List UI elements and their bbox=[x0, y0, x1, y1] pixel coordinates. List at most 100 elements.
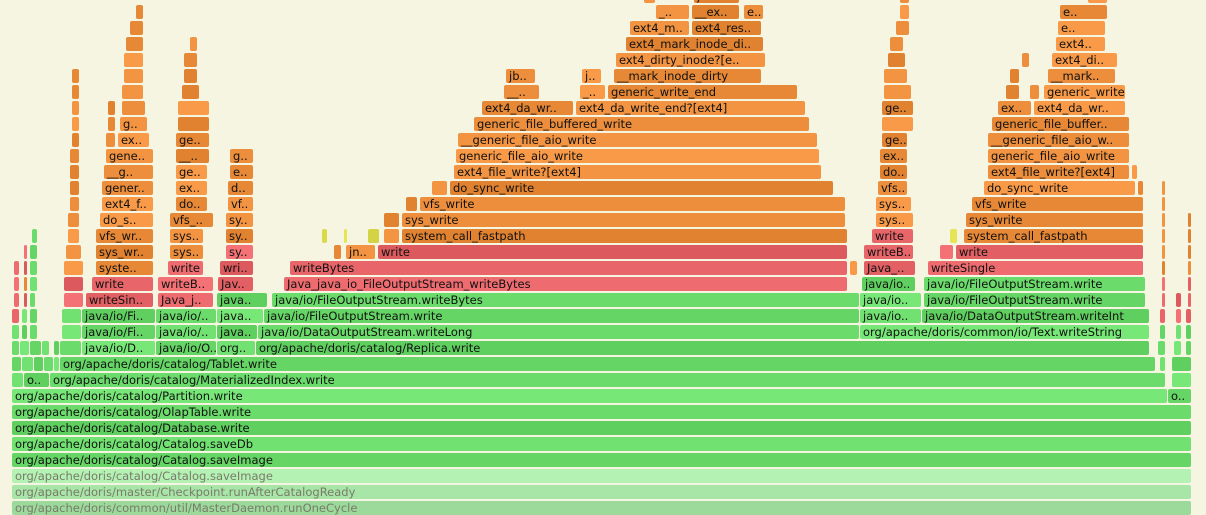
flame-frame[interactable] bbox=[178, 117, 209, 131]
flame-frame[interactable] bbox=[896, 21, 909, 35]
flame-frame[interactable]: vfs_write bbox=[420, 197, 845, 211]
flame-frame[interactable] bbox=[344, 229, 347, 243]
flame-frame[interactable] bbox=[1132, 165, 1137, 179]
flame-frame[interactable] bbox=[34, 357, 43, 371]
flame-frame[interactable] bbox=[884, 85, 911, 99]
flame-frame[interactable]: _.. bbox=[580, 85, 605, 99]
flame-frame[interactable]: org/apache/doris/catalog/Tablet.write bbox=[60, 357, 1155, 371]
flame-frame[interactable] bbox=[850, 261, 857, 275]
flame-frame[interactable]: write bbox=[872, 229, 913, 243]
flame-frame[interactable] bbox=[184, 69, 197, 83]
flame-frame[interactable] bbox=[1188, 245, 1191, 259]
flame-frame[interactable] bbox=[1176, 309, 1181, 323]
flame-frame[interactable] bbox=[14, 261, 19, 275]
flame-frame[interactable]: vf.. bbox=[228, 197, 253, 211]
flame-frame[interactable] bbox=[54, 357, 59, 371]
flame-frame[interactable] bbox=[12, 357, 21, 371]
flame-frame[interactable] bbox=[1186, 309, 1191, 323]
flame-frame[interactable]: write bbox=[168, 261, 203, 275]
flame-frame[interactable] bbox=[1188, 213, 1191, 227]
flame-frame[interactable]: org/apache/doris/catalog/Replica.write bbox=[256, 341, 1149, 355]
flame-frame[interactable]: java/io/.. bbox=[156, 325, 216, 339]
flame-frame[interactable] bbox=[190, 37, 197, 51]
flame-frame[interactable]: ext4_da_write_end?[ext4] bbox=[576, 101, 805, 115]
flame-frame[interactable] bbox=[1172, 357, 1191, 371]
flame-frame[interactable]: java/io/FileOutputStream.write bbox=[924, 293, 1145, 307]
flame-frame[interactable]: org/apache/doris/catalog/MaterializedInd… bbox=[50, 373, 1165, 387]
flame-frame[interactable]: sys_write bbox=[966, 213, 1143, 227]
flame-frame[interactable]: writeB.. bbox=[864, 245, 913, 259]
flame-frame[interactable] bbox=[24, 277, 27, 291]
flame-frame[interactable] bbox=[888, 53, 905, 67]
flame-frame[interactable] bbox=[126, 37, 143, 51]
flame-frame[interactable] bbox=[72, 85, 79, 99]
flame-frame[interactable] bbox=[1010, 69, 1019, 83]
flame-frame[interactable]: __mark_inode_dirty bbox=[614, 69, 761, 83]
flame-frame[interactable]: sys.. bbox=[170, 245, 203, 259]
flame-frame[interactable] bbox=[1160, 357, 1165, 371]
flame-frame[interactable] bbox=[30, 325, 37, 339]
flame-frame[interactable]: ex.. bbox=[176, 181, 207, 195]
flame-frame[interactable]: writeB.. bbox=[158, 277, 213, 291]
flame-frame[interactable]: generic_file_buffer.. bbox=[992, 117, 1129, 131]
flame-frame[interactable] bbox=[12, 373, 23, 387]
flame-frame[interactable] bbox=[12, 325, 19, 339]
flame-frame[interactable]: vfs.. bbox=[878, 181, 907, 195]
flame-frame[interactable] bbox=[334, 245, 341, 259]
flame-frame[interactable]: vfs_.. bbox=[170, 213, 213, 227]
flame-frame[interactable]: jn.. bbox=[346, 245, 375, 259]
flame-frame[interactable] bbox=[1176, 293, 1181, 307]
flame-frame[interactable]: Java_.. bbox=[864, 261, 915, 275]
flame-frame[interactable]: ex.. bbox=[118, 133, 149, 147]
flame-frame[interactable] bbox=[182, 85, 199, 99]
flame-frame[interactable]: __generic_file_aio_w.. bbox=[988, 133, 1129, 147]
flame-frame[interactable]: system_call_fastpath bbox=[402, 229, 847, 243]
flame-frame[interactable]: ext4.. bbox=[1056, 37, 1105, 51]
flame-frame[interactable]: java/io/Fi.. bbox=[82, 325, 155, 339]
flame-frame[interactable]: java/io/D.. bbox=[82, 341, 155, 355]
flame-frame[interactable]: sy.. bbox=[226, 245, 253, 259]
flame-frame[interactable]: syste.. bbox=[96, 261, 153, 275]
flame-frame[interactable]: org/apache/doris/catalog/Database.write bbox=[12, 421, 1191, 435]
flame-frame[interactable]: java/io/DataOutputStream.writeLong bbox=[258, 325, 859, 339]
flame-frame[interactable] bbox=[1162, 213, 1165, 227]
flame-frame[interactable] bbox=[1138, 181, 1143, 195]
flame-frame[interactable] bbox=[1186, 341, 1191, 355]
flame-frame[interactable] bbox=[1162, 245, 1165, 259]
flame-frame[interactable]: j.. bbox=[582, 69, 601, 83]
flame-frame[interactable] bbox=[406, 197, 417, 211]
flame-frame[interactable] bbox=[900, 0, 909, 3]
flame-frame[interactable] bbox=[384, 229, 399, 243]
flame-frame[interactable]: Java_j.. bbox=[158, 293, 213, 307]
flame-frame[interactable]: org.. bbox=[217, 341, 255, 355]
flame-frame[interactable]: g.. bbox=[120, 117, 147, 131]
flame-frame[interactable] bbox=[184, 53, 197, 67]
flame-frame[interactable] bbox=[54, 341, 59, 355]
flame-frame[interactable]: do.. bbox=[176, 197, 207, 211]
flame-frame[interactable] bbox=[1158, 341, 1165, 355]
flame-frame[interactable]: sy.. bbox=[226, 229, 253, 243]
flame-frame[interactable]: ext4_f.. bbox=[102, 197, 153, 211]
flame-frame[interactable] bbox=[384, 213, 399, 227]
flame-frame[interactable] bbox=[108, 117, 115, 131]
flame-frame[interactable]: jbd2.. bbox=[694, 0, 739, 3]
flame-frame[interactable]: java.. bbox=[217, 309, 263, 323]
flame-frame[interactable]: __generic_file_aio_write bbox=[458, 133, 817, 147]
flame-frame[interactable] bbox=[64, 277, 83, 291]
flame-frame[interactable] bbox=[1188, 293, 1191, 307]
flame-frame[interactable]: sys.. bbox=[170, 229, 203, 243]
flame-frame[interactable]: ext4_m.. bbox=[630, 21, 689, 35]
flame-frame[interactable]: gene.. bbox=[106, 149, 153, 163]
flame-frame[interactable]: ext4_file_write?[ext4] bbox=[988, 165, 1129, 179]
flame-frame[interactable]: org/apache/doris/catalog/Catalog.saveDb bbox=[12, 437, 1191, 451]
flame-frame[interactable]: org/apache/doris/common/io/Text.writeStr… bbox=[860, 325, 1149, 339]
flame-frame[interactable]: ext4_da_wr.. bbox=[482, 101, 573, 115]
flame-frame[interactable]: java/io.. bbox=[860, 309, 921, 323]
flame-frame[interactable] bbox=[136, 5, 143, 19]
flame-frame[interactable]: ext4_file_write?[ext4] bbox=[454, 165, 821, 179]
flame-frame[interactable] bbox=[62, 309, 81, 323]
flame-frame[interactable]: java/io/FileOutputStream.write bbox=[264, 309, 859, 323]
flame-frame[interactable]: ext4_da_wr.. bbox=[1034, 101, 1125, 115]
flame-frame[interactable]: sys_write bbox=[402, 213, 845, 227]
flame-frame[interactable]: java/io/DataOutputStream.writeInt bbox=[922, 309, 1149, 323]
